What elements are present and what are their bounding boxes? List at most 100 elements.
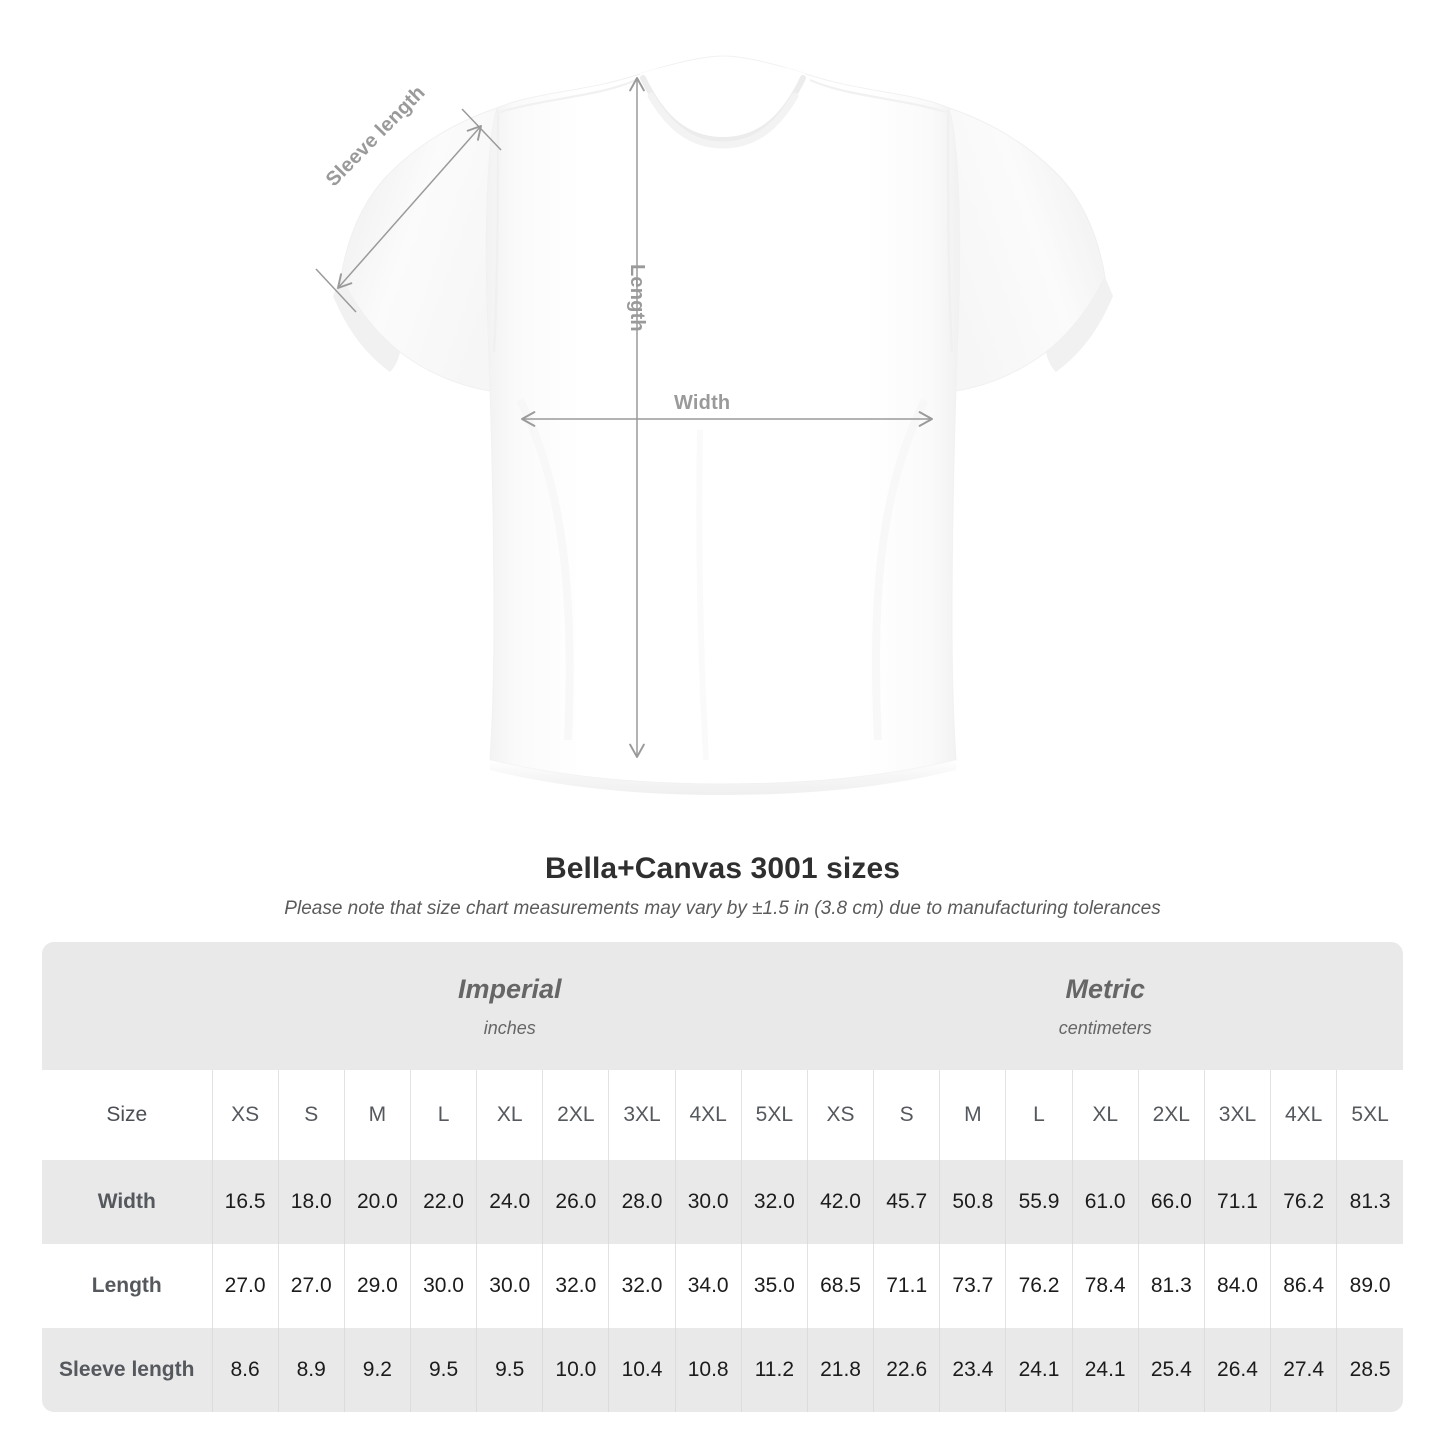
cell-value: 71.1	[873, 1244, 940, 1328]
cell-value: 71.1	[1203, 1160, 1271, 1244]
cell-value: 10.4	[608, 1328, 676, 1412]
column-header-imperial-xs: XS	[211, 1070, 279, 1160]
sleeve-tick-start	[315, 268, 357, 313]
cell-value: 50.8	[939, 1160, 1006, 1244]
shirt-silhouette	[333, 55, 1113, 795]
cell-value: 24.0	[476, 1160, 543, 1244]
cell-value: 26.4	[1203, 1328, 1271, 1412]
size-table-container: Imperial inches Metric centimeters Size XS S M L…	[42, 942, 1403, 1412]
cell-value: 24.1	[1005, 1328, 1073, 1412]
column-header-imperial-4xl: 4XL	[674, 1070, 742, 1160]
unit-system-unit: centimeters	[1058, 1017, 1152, 1038]
unit-banner-row: Imperial inches Metric centimeters	[42, 942, 1403, 1070]
row-label-sleeve-length: Sleeve length	[42, 1328, 212, 1412]
cell-value: 30.0	[476, 1244, 543, 1328]
cell-value: 76.2	[1270, 1160, 1337, 1244]
cell-value: 27.0	[277, 1244, 345, 1328]
cell-value: 73.7	[939, 1244, 1006, 1328]
cell-value: 10.0	[542, 1328, 609, 1412]
column-header-metric-s: S	[873, 1070, 940, 1160]
cell-value: 68.5	[806, 1244, 874, 1328]
cell-value: 32.0	[608, 1244, 676, 1328]
cell-value: 42.0	[806, 1160, 874, 1244]
cell-value: 27.4	[1270, 1328, 1337, 1412]
column-header-metric-xl: XL	[1071, 1070, 1139, 1160]
cell-value: 55.9	[1005, 1160, 1073, 1244]
cell-value: 81.3	[1137, 1244, 1205, 1328]
column-header-metric-4xl: 4XL	[1270, 1070, 1337, 1160]
cell-value: 22.6	[873, 1328, 940, 1412]
cell-value: 27.0	[211, 1244, 279, 1328]
cell-value: 9.5	[409, 1328, 477, 1412]
cell-value: 81.3	[1336, 1160, 1403, 1244]
column-header-metric-3xl: 3XL	[1203, 1070, 1271, 1160]
unit-banner-spacer	[42, 942, 212, 1070]
cell-value: 89.0	[1336, 1244, 1403, 1328]
column-header-imperial-2xl: 2XL	[542, 1070, 609, 1160]
cell-value: 16.5	[211, 1160, 279, 1244]
unit-system-unit: inches	[483, 1017, 536, 1038]
cell-value: 30.0	[674, 1160, 742, 1244]
unit-system-name: Imperial	[457, 973, 562, 1004]
cell-value: 9.2	[343, 1328, 411, 1412]
column-header-imperial-s: S	[277, 1070, 345, 1160]
column-header-imperial-xl: XL	[476, 1070, 543, 1160]
cell-value: 29.0	[343, 1244, 411, 1328]
cell-value: 10.8	[674, 1328, 742, 1412]
table-row: Sleeve length 8.6 8.9 9.2 9.5 9.5 10.0 10.4 10.8…	[42, 1328, 1403, 1412]
column-header-imperial-5xl: 5XL	[740, 1070, 808, 1160]
cell-value: 45.7	[873, 1160, 940, 1244]
column-header-imperial-3xl: 3XL	[608, 1070, 676, 1160]
column-header-metric-xs: XS	[806, 1070, 874, 1160]
cell-value: 25.4	[1137, 1328, 1205, 1412]
tshirt-illustration	[315, 55, 1113, 795]
cell-value: 32.0	[542, 1244, 609, 1328]
cell-value: 32.0	[740, 1160, 808, 1244]
cell-value: 61.0	[1071, 1160, 1139, 1244]
page-title: Bella+Canvas 3001 sizes	[544, 852, 901, 885]
table-row: Width 16.5 18.0 20.0 22.0 24.0 26.0 28.0 30.0 32.…	[42, 1160, 1403, 1244]
cell-value: 20.0	[343, 1160, 411, 1244]
cell-value: 66.0	[1137, 1160, 1205, 1244]
sleeve-arrow	[337, 125, 482, 289]
unit-group-imperial: Imperial inches	[212, 942, 808, 1070]
row-label-width: Width	[42, 1160, 212, 1244]
cell-value: 24.1	[1071, 1328, 1139, 1412]
tolerance-note: Please note that size chart measurements…	[284, 898, 1161, 919]
cell-value: 21.8	[806, 1328, 874, 1412]
column-header-metric-5xl: 5XL	[1336, 1070, 1403, 1160]
cell-value: 26.0	[542, 1160, 609, 1244]
unit-system-name: Metric	[1065, 973, 1145, 1004]
column-header-metric-m: M	[939, 1070, 1006, 1160]
table-row: Length 27.0 27.0 29.0 30.0 30.0 32.0 32.0 34.0 35…	[42, 1244, 1403, 1328]
tshirt-diagram: Sleeve length Length Width	[315, 55, 1113, 795]
cell-value: 34.0	[674, 1244, 742, 1328]
cell-value: 8.6	[211, 1328, 279, 1412]
cell-value: 78.4	[1071, 1244, 1139, 1328]
row-label-length: Length	[42, 1244, 212, 1328]
dimension-lines	[315, 77, 933, 758]
size-header-row: Size XS S M L XL 2XL 3XL 4XL 5XL XS S M L XL 2XL 3XL 4XL 5…	[42, 1070, 1403, 1160]
column-header-metric-l: L	[1005, 1070, 1073, 1160]
cell-value: 35.0	[740, 1244, 808, 1328]
cell-value: 28.5	[1336, 1328, 1403, 1412]
cell-value: 11.2	[740, 1328, 808, 1412]
cell-value: 9.5	[476, 1328, 543, 1412]
cell-value: 76.2	[1005, 1244, 1073, 1328]
width-label: Width	[674, 392, 731, 414]
cell-value: 22.0	[409, 1160, 477, 1244]
column-header-metric-2xl: 2XL	[1137, 1070, 1205, 1160]
cell-value: 28.0	[608, 1160, 676, 1244]
cell-value: 8.9	[277, 1328, 345, 1412]
column-header-size: Size	[42, 1070, 212, 1160]
size-table: Imperial inches Metric centimeters Size XS S M L…	[42, 942, 1403, 1412]
cell-value: 84.0	[1203, 1244, 1271, 1328]
column-header-imperial-m: M	[343, 1070, 411, 1160]
sleeve-tick-end	[461, 108, 502, 151]
cell-value: 18.0	[277, 1160, 345, 1244]
cell-value: 86.4	[1270, 1244, 1337, 1328]
cell-value: 30.0	[409, 1244, 477, 1328]
length-label: Length	[626, 264, 648, 332]
unit-group-metric: Metric centimeters	[807, 942, 1403, 1070]
